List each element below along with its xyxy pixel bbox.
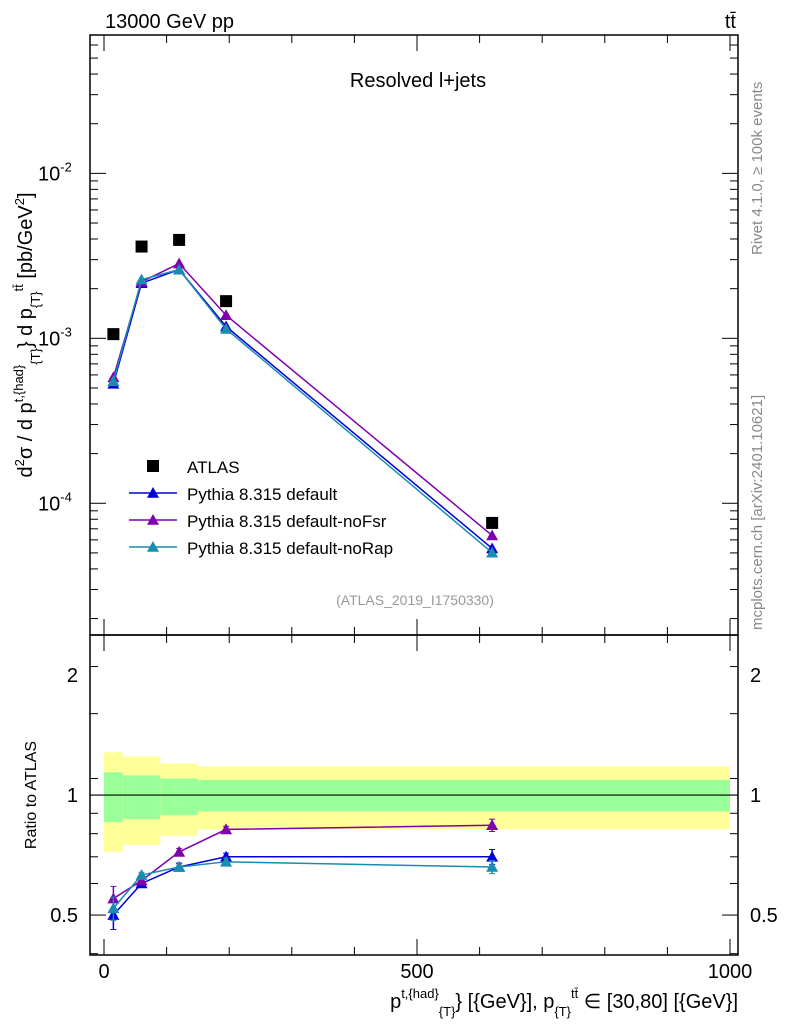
ratio-frame bbox=[89, 634, 739, 956]
mc-data-point bbox=[486, 546, 499, 558]
x-axis-label: pt,{had}{T}} [{GeV}], p{T}tt̄ ∈ [30,80] … bbox=[390, 986, 738, 1019]
mc-data-point bbox=[173, 263, 186, 275]
chart-title: Resolved l+jets bbox=[350, 70, 486, 92]
ratio-data-point bbox=[107, 902, 120, 914]
header-left: 13000 GeV pp bbox=[105, 11, 234, 33]
ratio-data-point bbox=[135, 869, 148, 880]
legend-marker bbox=[147, 514, 159, 525]
uncertainty-band-green bbox=[122, 775, 161, 820]
ratio-y-tick-label: 0.5 bbox=[50, 905, 78, 927]
atlas-data-point bbox=[107, 328, 120, 341]
legend-marker bbox=[147, 460, 159, 472]
legend-label: Pythia 8.315 default bbox=[187, 485, 338, 504]
rivet-label: Rivet 4.1.0, ≥ 100k events bbox=[749, 82, 766, 255]
ratio-data-point bbox=[486, 819, 499, 831]
y-tick-label: 10-2 bbox=[38, 159, 72, 185]
ratio-y-tick-label-right: 2 bbox=[750, 665, 761, 687]
legend-label: ATLAS bbox=[187, 458, 240, 477]
x-tick-label: 0 bbox=[98, 961, 109, 983]
ratio-series-line bbox=[112, 861, 493, 909]
ratio-bands bbox=[104, 752, 730, 852]
analysis-label: (ATLAS_2019_I1750330) bbox=[336, 592, 494, 608]
legend-marker bbox=[147, 487, 159, 498]
uncertainty-band-green bbox=[104, 772, 123, 823]
x-tick-label: 1000 bbox=[708, 961, 753, 983]
main-y-label: d2σ / d pt,{had}{T}} d p{T}tt̄ [pb/GeV2] bbox=[11, 192, 43, 477]
mc-data-point bbox=[486, 529, 499, 541]
ratio-data-point bbox=[173, 860, 186, 872]
atlas-data-point bbox=[486, 516, 499, 529]
ratio-y-label: Ratio to ATLAS bbox=[23, 741, 40, 849]
uncertainty-band-green bbox=[197, 780, 730, 812]
mc-data-point bbox=[173, 257, 186, 269]
mcplots-label: mcplots.cern.ch [arXiv:2401.10621] bbox=[749, 395, 766, 630]
ratio-data-point bbox=[486, 850, 499, 862]
y-tick-label: 10-3 bbox=[38, 324, 72, 350]
mc-data-point bbox=[220, 322, 233, 334]
header-right: tt̄ bbox=[725, 11, 737, 33]
mc-data-point bbox=[107, 375, 120, 386]
y-tick-label: 10-4 bbox=[38, 489, 72, 515]
atlas-data-point bbox=[135, 240, 148, 253]
ratio-data-point bbox=[220, 855, 233, 867]
uncertainty-band-green bbox=[160, 778, 198, 816]
ratio-data-point bbox=[135, 874, 148, 886]
mc-data-point bbox=[135, 273, 148, 285]
legend-label: Pythia 8.315 default-noRap bbox=[187, 539, 393, 558]
ratio-data-point bbox=[173, 845, 186, 857]
ratio-y-tick-label-right: 1 bbox=[750, 785, 761, 807]
ratio-y-tick-label: 2 bbox=[67, 665, 78, 687]
legend-label: Pythia 8.315 default-noFsr bbox=[187, 512, 387, 531]
x-tick-label: 500 bbox=[400, 961, 433, 983]
ratio-series-line bbox=[112, 824, 493, 900]
ratio-y-tick-label-right: 0.5 bbox=[750, 905, 778, 927]
legend-marker bbox=[147, 541, 159, 552]
atlas-data-point bbox=[220, 295, 233, 308]
mc-series-line bbox=[112, 268, 493, 554]
ratio-data-point bbox=[486, 860, 499, 872]
chart-marks: 10-4 10-3 10-2 0.5 0.5 1 1 2 2 0 500 1000 ATLAS Pythi… bbox=[38, 35, 778, 983]
mc-data-point bbox=[220, 309, 233, 321]
mc-series-line bbox=[112, 268, 493, 550]
ratio-data-point bbox=[220, 823, 233, 835]
ratio-y-tick-label: 1 bbox=[67, 785, 78, 807]
atlas-data-point bbox=[173, 233, 186, 246]
